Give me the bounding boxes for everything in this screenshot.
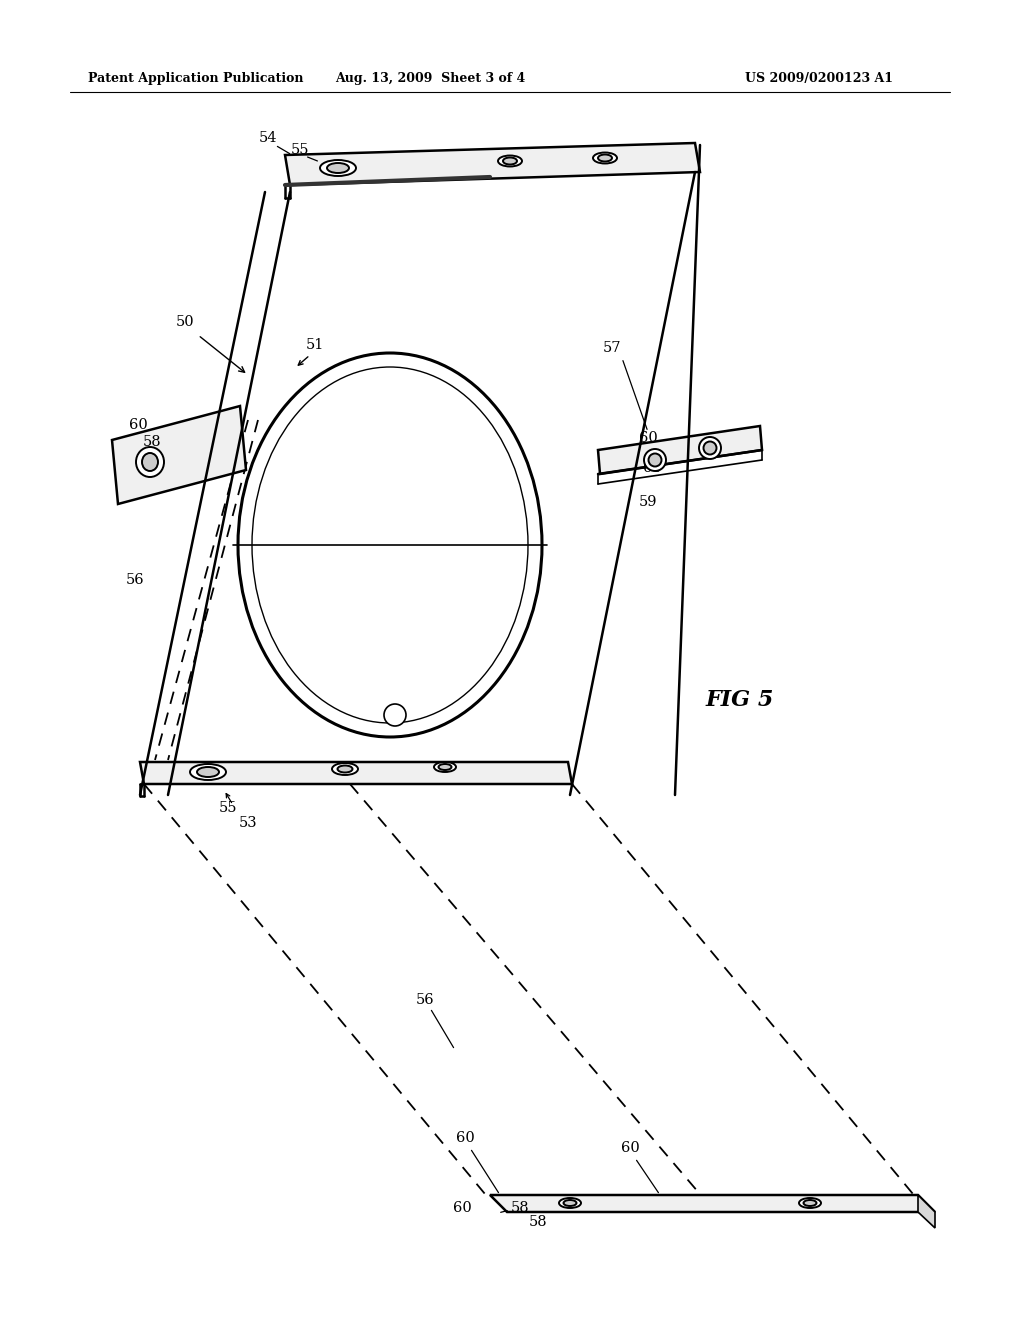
- Ellipse shape: [438, 764, 452, 770]
- Text: 50: 50: [176, 315, 195, 329]
- Text: Aug. 13, 2009  Sheet 3 of 4: Aug. 13, 2009 Sheet 3 of 4: [335, 73, 525, 84]
- Text: FIG 5: FIG 5: [706, 689, 774, 711]
- Polygon shape: [918, 1195, 935, 1228]
- Text: 55: 55: [219, 801, 238, 814]
- Ellipse shape: [319, 160, 356, 176]
- Text: 60: 60: [639, 432, 657, 445]
- Text: 60: 60: [621, 1140, 639, 1155]
- Text: Patent Application Publication: Patent Application Publication: [88, 73, 303, 84]
- Ellipse shape: [593, 153, 617, 164]
- Ellipse shape: [699, 437, 721, 459]
- Text: 58: 58: [142, 436, 162, 449]
- Polygon shape: [285, 143, 700, 185]
- Text: 58: 58: [511, 1201, 529, 1214]
- Ellipse shape: [197, 767, 219, 777]
- Ellipse shape: [503, 157, 517, 165]
- Text: 56: 56: [126, 573, 144, 587]
- Text: 60: 60: [643, 461, 662, 475]
- Ellipse shape: [434, 762, 456, 772]
- Ellipse shape: [190, 764, 226, 780]
- Text: 53: 53: [239, 816, 257, 830]
- Ellipse shape: [644, 449, 666, 471]
- Text: 58: 58: [528, 1214, 547, 1229]
- Ellipse shape: [648, 454, 662, 466]
- Ellipse shape: [799, 1199, 821, 1208]
- Text: 55: 55: [291, 143, 309, 157]
- Ellipse shape: [142, 453, 158, 471]
- Ellipse shape: [252, 367, 528, 723]
- Ellipse shape: [703, 441, 717, 454]
- Ellipse shape: [563, 1200, 577, 1206]
- Ellipse shape: [598, 154, 612, 161]
- Text: 57: 57: [603, 341, 622, 355]
- Polygon shape: [112, 407, 246, 504]
- Polygon shape: [598, 426, 762, 474]
- Polygon shape: [140, 762, 572, 784]
- Ellipse shape: [338, 766, 352, 772]
- Ellipse shape: [238, 352, 542, 737]
- Ellipse shape: [384, 704, 406, 726]
- Text: 60: 60: [129, 418, 147, 432]
- Ellipse shape: [498, 156, 522, 166]
- Text: 59: 59: [639, 495, 657, 510]
- Ellipse shape: [332, 763, 358, 775]
- Ellipse shape: [559, 1199, 581, 1208]
- Text: US 2009/0200123 A1: US 2009/0200123 A1: [745, 73, 893, 84]
- Text: 60: 60: [456, 1131, 474, 1144]
- Text: 52: 52: [469, 609, 487, 622]
- Text: 60: 60: [453, 1201, 471, 1214]
- Text: 51: 51: [306, 338, 325, 352]
- Ellipse shape: [804, 1200, 816, 1206]
- Polygon shape: [490, 1195, 935, 1212]
- Text: 56: 56: [416, 993, 434, 1007]
- Ellipse shape: [327, 162, 349, 173]
- Text: 54: 54: [259, 131, 278, 145]
- Ellipse shape: [136, 447, 164, 477]
